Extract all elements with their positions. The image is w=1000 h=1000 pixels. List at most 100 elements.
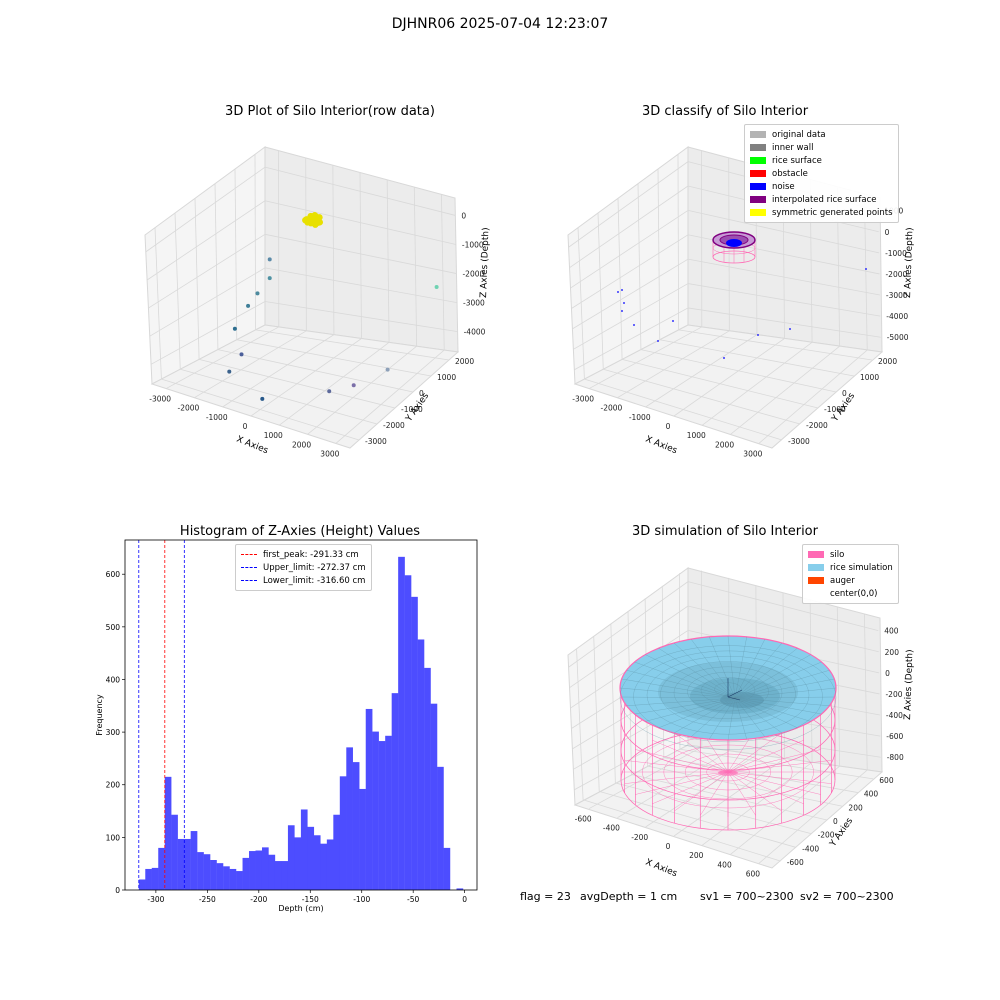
y-tick-label: 1000 <box>860 373 879 382</box>
legend-line-swatch <box>241 554 257 555</box>
mesh-spoke <box>734 687 837 699</box>
sv2-status: sv2 = 700~2300 <box>800 890 894 903</box>
mesh-spoke <box>734 661 822 699</box>
classify-legend: original data inner wall rice surface obsta… <box>744 124 899 223</box>
histogram-bar <box>378 741 386 890</box>
mesh-spoke <box>734 697 811 722</box>
y-grid-line <box>610 623 616 783</box>
silo-floor-spoke <box>652 739 729 773</box>
x-tick-label: -3000 <box>149 395 171 404</box>
histogram-bar <box>287 825 295 890</box>
x-tick-label: -200 <box>250 895 267 904</box>
silo-floor-spoke <box>727 749 821 773</box>
panel2-title: 3D classify of Silo Interior <box>641 104 809 119</box>
histogram-bar <box>158 847 165 890</box>
legend-label: rice surface <box>772 155 822 166</box>
histogram-bar <box>255 850 263 890</box>
histogram-bar <box>430 703 438 890</box>
y-grid-line <box>637 183 642 350</box>
legend-item: silo <box>808 548 893 561</box>
z-tick-label: -5000 <box>887 333 909 342</box>
legend-item: Upper_limit: -272.37 cm <box>241 561 366 574</box>
mesh-spoke <box>690 639 736 699</box>
z-tick-label: -1000 <box>462 240 484 249</box>
legend-item: rice surface <box>750 154 893 167</box>
data-point <box>260 396 265 401</box>
avg-depth-status: avgDepth = 1 cm <box>580 890 678 903</box>
legend-swatch <box>750 157 766 164</box>
mesh-spoke <box>734 670 830 699</box>
legend-item: obstacle <box>750 167 893 180</box>
x-tick-label: -600 <box>575 815 592 824</box>
histogram-bar <box>333 814 341 890</box>
y-tick-label: 0 <box>833 817 838 826</box>
histogram-bar <box>236 871 243 890</box>
z-grid-line <box>572 258 689 330</box>
noise-point <box>617 291 619 293</box>
data-point <box>227 369 232 374</box>
noise-point <box>723 357 725 359</box>
silo-floor-spoke <box>635 749 729 773</box>
z-grid-line <box>574 307 689 371</box>
yellow-cluster <box>302 212 324 228</box>
histogram-bar <box>307 826 315 890</box>
silo-floor-ring <box>685 753 772 791</box>
x-tick-label: 200 <box>689 851 704 860</box>
x-grid-line <box>645 334 758 408</box>
x-tick-label: -150 <box>302 895 319 904</box>
z-grid-line <box>687 307 881 338</box>
noise-point <box>621 310 623 312</box>
y-tick-label: -3000 <box>365 437 387 446</box>
z-tick-label: 200 <box>885 648 900 657</box>
histogram-bar <box>197 852 204 890</box>
legend-label: silo <box>830 549 845 560</box>
histogram-bar <box>223 866 230 890</box>
mesh-spoke <box>626 670 736 699</box>
y-grid-line <box>234 168 238 340</box>
z-grid-line <box>687 605 879 653</box>
mesh-ring <box>646 656 810 735</box>
histogram-bar <box>326 839 334 890</box>
x-tick-label: 600 <box>746 869 761 878</box>
legend-label: Upper_limit: -272.37 cm <box>263 562 366 573</box>
sv1-status: sv1 = 700~2300 <box>700 890 794 903</box>
histogram-bar <box>216 863 224 890</box>
x-tick-label: 0 <box>666 842 671 851</box>
histogram-bar <box>210 860 217 890</box>
y-grid-line <box>677 154 679 330</box>
mesh-spoke <box>673 642 736 699</box>
silo-floor-spoke <box>727 771 804 805</box>
y-tick-label: 600 <box>879 776 894 785</box>
data-point <box>246 303 251 308</box>
legend-label: Lower_limit: -316.60 cm <box>263 575 366 586</box>
histogram-bar <box>320 843 328 890</box>
x-tick-label: -200 <box>631 833 648 842</box>
z-tick-label: 0 <box>461 211 466 220</box>
histogram-bar <box>184 838 191 890</box>
y-tick-label: -600 <box>787 858 804 867</box>
z-grid-line <box>687 283 881 317</box>
x-grid-line <box>194 330 307 399</box>
y-grid-line <box>577 227 585 380</box>
flag-status: flag = 23 <box>520 890 571 903</box>
silo-floor-spoke <box>652 771 729 805</box>
y-tick-label: 500 <box>106 623 121 632</box>
legend-swatch <box>808 577 824 584</box>
grid-lines <box>145 150 458 444</box>
x-tick-label: 0 <box>666 422 671 431</box>
histogram-bar <box>281 861 289 890</box>
x-grid-line <box>617 330 730 399</box>
noise-point <box>865 268 867 270</box>
x-grid-line <box>332 165 335 335</box>
silo-bottom-center <box>718 770 738 776</box>
histogram-bar <box>261 847 269 890</box>
noise-point <box>623 302 625 304</box>
legend-item: first_peak: -291.33 cm <box>241 548 366 561</box>
mesh-spoke <box>658 648 736 699</box>
mesh-ring <box>660 661 796 727</box>
z-grid-line <box>264 267 458 303</box>
silo-floor-spoke <box>700 771 729 816</box>
legend-label: interpolated rice surface <box>772 194 877 205</box>
histogram-bar <box>359 788 366 890</box>
y-grid-line <box>621 359 819 409</box>
